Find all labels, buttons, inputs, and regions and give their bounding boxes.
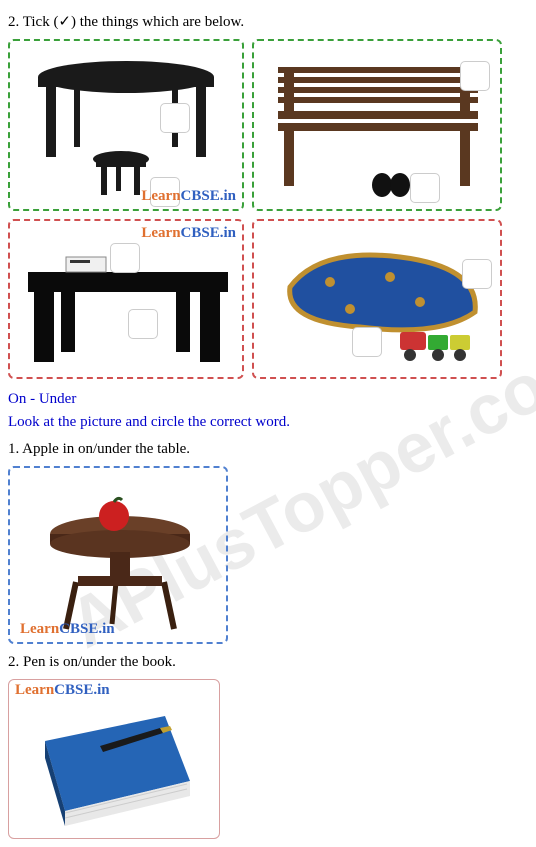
tick-panels-row-2: LearnCBSE.in [8, 219, 528, 379]
section-title-on-under: On - Under [8, 391, 528, 408]
tickbox-carpet-top[interactable] [462, 259, 492, 289]
tickbox-bench-top[interactable] [460, 61, 490, 91]
wm-learn: Learn [20, 621, 59, 637]
sub-question-2: 2. Pen is on/under the book. [8, 654, 528, 671]
watermark-panel1: LearnCBSE.in [141, 188, 236, 205]
tickbox-table-under[interactable] [128, 309, 158, 339]
wm-cbse: CBSE.in [59, 621, 114, 637]
question-2-text: 2. Tick (✓) the things which are below. [8, 12, 528, 31]
tickbox-carpet-toy[interactable] [352, 327, 382, 357]
panel-apple-table: LearnCBSE.in [8, 466, 228, 644]
tickbox-bench-shoes[interactable] [410, 173, 440, 203]
desk-stool-image [16, 47, 236, 197]
panel-carpet-toy [252, 219, 502, 379]
wm-learn: Learn [15, 682, 54, 698]
tickbox-table-newspaper[interactable] [110, 243, 140, 273]
instruction-circle: Look at the picture and circle the corre… [8, 414, 528, 431]
watermark-panel6: LearnCBSE.in [15, 682, 110, 699]
wm-learn: Learn [141, 188, 180, 204]
wm-cbse: CBSE.in [181, 188, 236, 204]
sub-question-1: 1. Apple in on/under the table. [8, 441, 528, 458]
panel-desk-stool: LearnCBSE.in [8, 39, 244, 211]
tickbox-desk-top[interactable] [160, 103, 190, 133]
wm-cbse: CBSE.in [54, 682, 109, 698]
apple-table-image [16, 474, 222, 638]
wm-cbse: CBSE.in [181, 225, 236, 241]
panel-pen-book: LearnCBSE.in [8, 679, 220, 839]
tick-panels-row-1: LearnCBSE.in [8, 39, 528, 211]
watermark-panel5: LearnCBSE.in [20, 621, 115, 638]
panel-bench-shoes [252, 39, 502, 211]
panel-table-newspaper: LearnCBSE.in [8, 219, 244, 379]
pen-book-image [15, 686, 213, 834]
wm-learn: Learn [141, 225, 180, 241]
watermark-panel3: LearnCBSE.in [141, 225, 236, 242]
